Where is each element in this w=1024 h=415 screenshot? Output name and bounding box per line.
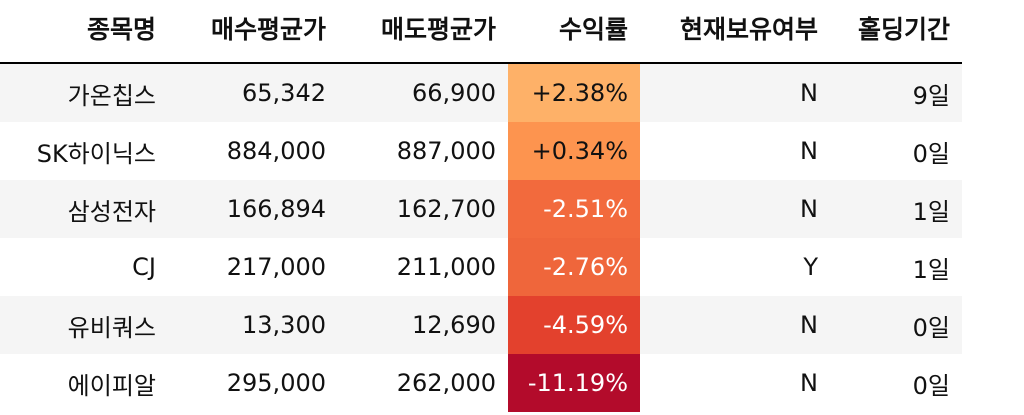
cell-sell-average: 887,000 [338,122,508,180]
cell-sell-average: 66,900 [338,63,508,122]
cell-holding: N [640,180,830,238]
cell-holding-period: 1일 [830,180,962,238]
cell-buy-average: 295,000 [168,354,338,412]
header-buy-average: 매수평균가 [168,0,338,64]
cell-holding-period: 0일 [830,296,962,354]
cell-holding-period: 0일 [830,122,962,180]
header-holding-period: 홀딩기간 [830,0,962,64]
cell-buy-average: 166,894 [168,180,338,238]
cell-holding: N [640,63,830,122]
cell-buy-average: 884,000 [168,122,338,180]
header-name: 종목명 [0,0,168,64]
table-row: 가온칩스 65,342 66,900 +2.38% N 9일 [0,63,962,122]
header-return: 수익률 [508,0,640,64]
header-row: 종목명 매수평균가 매도평균가 수익률 현재보유여부 홀딩기간 [0,0,962,64]
cell-sell-average: 211,000 [338,238,508,296]
cell-name: 가온칩스 [0,63,168,122]
cell-buy-average: 13,300 [168,296,338,354]
cell-holding-period: 1일 [830,238,962,296]
header-sell-average: 매도평균가 [338,0,508,64]
table-row: CJ 217,000 211,000 -2.76% Y 1일 [0,238,962,296]
cell-buy-average: 65,342 [168,63,338,122]
cell-holding: N [640,296,830,354]
cell-return: -4.59% [508,296,640,354]
cell-return: -2.76% [508,238,640,296]
cell-buy-average: 217,000 [168,238,338,296]
cell-return: -2.51% [508,180,640,238]
header-holding: 현재보유여부 [640,0,830,64]
cell-name: SK하이닉스 [0,122,168,180]
cell-sell-average: 12,690 [338,296,508,354]
cell-return: -11.19% [508,354,640,412]
cell-sell-average: 262,000 [338,354,508,412]
cell-holding: N [640,122,830,180]
cell-name: 에이피알 [0,354,168,412]
trade-returns-table: 종목명 매수평균가 매도평균가 수익률 현재보유여부 홀딩기간 가온칩스 65,… [0,0,962,412]
table-row: SK하이닉스 884,000 887,000 +0.34% N 0일 [0,122,962,180]
table-row: 삼성전자 166,894 162,700 -2.51% N 1일 [0,180,962,238]
cell-name: CJ [0,238,168,296]
cell-name: 유비쿼스 [0,296,168,354]
cell-name: 삼성전자 [0,180,168,238]
cell-sell-average: 162,700 [338,180,508,238]
cell-holding: N [640,354,830,412]
cell-return: +2.38% [508,63,640,122]
cell-return: +0.34% [508,122,640,180]
cell-holding-period: 9일 [830,63,962,122]
table-row: 유비쿼스 13,300 12,690 -4.59% N 0일 [0,296,962,354]
cell-holding: Y [640,238,830,296]
cell-holding-period: 0일 [830,354,962,412]
table-row: 에이피알 295,000 262,000 -11.19% N 0일 [0,354,962,412]
